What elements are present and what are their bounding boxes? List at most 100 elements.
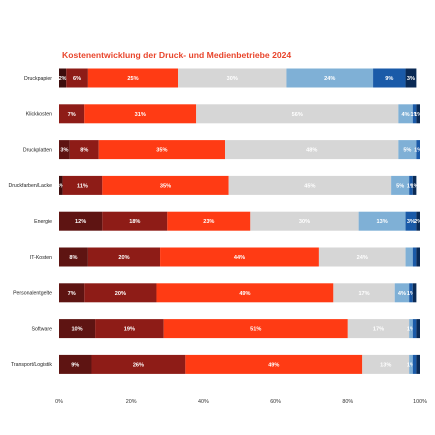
category-label: Druckplatten — [23, 147, 52, 153]
bar-segment — [102, 211, 168, 231]
data-label: 49% — [239, 291, 250, 297]
bar-segment — [156, 283, 334, 303]
data-label: 4% — [402, 112, 410, 118]
data-label: 1% — [407, 291, 415, 297]
data-label: 10% — [71, 327, 82, 333]
bar-segment — [59, 247, 88, 267]
bar-segment — [398, 104, 413, 124]
bar-segment — [409, 354, 413, 374]
data-label: 24% — [324, 76, 335, 82]
bar-segment — [228, 175, 392, 195]
bar-segment — [59, 319, 96, 339]
bar-segment — [59, 68, 67, 88]
category-label: Personalentgelte — [13, 291, 52, 297]
bar-segment — [398, 140, 417, 160]
data-label: 3% — [60, 148, 68, 154]
bar-segment — [318, 247, 406, 267]
data-label: 1% — [407, 327, 415, 333]
bar-segment — [163, 319, 348, 339]
category-label: Druckpapier — [24, 76, 52, 82]
data-label: 20% — [115, 291, 126, 297]
bar-segment — [412, 247, 417, 267]
bar-segment — [416, 319, 420, 339]
data-label: 1% — [411, 183, 419, 189]
data-label: 11% — [77, 183, 88, 189]
data-label: 45% — [304, 183, 315, 189]
bar-segment — [416, 140, 420, 160]
data-label: 5% — [396, 183, 404, 189]
bar-segment — [409, 283, 413, 303]
bar-segment — [333, 283, 395, 303]
bar-segment — [59, 104, 85, 124]
bar-segment — [178, 68, 287, 88]
bar-segment — [286, 68, 374, 88]
bar-segment — [160, 247, 319, 267]
data-label: 19% — [124, 327, 135, 333]
bar-segment — [347, 319, 410, 339]
data-label: 20% — [118, 255, 129, 261]
bar-segment — [358, 211, 406, 231]
bar-segment — [84, 283, 157, 303]
bar-segment — [409, 175, 413, 195]
bar-segment — [405, 68, 417, 88]
data-label: 5% — [403, 148, 411, 154]
data-label: 18% — [129, 219, 140, 225]
bar-segment — [167, 211, 251, 231]
data-label: 13% — [376, 219, 387, 225]
bar-segment — [391, 175, 410, 195]
data-label: 26% — [133, 362, 144, 368]
data-label: 1% — [414, 112, 422, 118]
data-label: 4% — [398, 291, 406, 297]
x-tick-label: 80% — [342, 399, 353, 405]
x-tick-label: 0% — [55, 399, 63, 405]
data-label: 31% — [135, 112, 146, 118]
data-label: 49% — [268, 362, 279, 368]
bar-segment — [59, 283, 85, 303]
bar-segment — [59, 211, 103, 231]
data-label: 12% — [75, 219, 86, 225]
bar-segment — [373, 68, 406, 88]
data-label: 3% — [57, 183, 65, 189]
category-label: Klickkosten — [26, 112, 52, 118]
bar-segment — [409, 319, 413, 339]
bar-segment — [250, 211, 359, 231]
data-label: 48% — [306, 148, 317, 154]
bar-segment — [87, 247, 161, 267]
data-label: 56% — [292, 112, 303, 118]
category-label: Druckfarben/Lacke — [8, 183, 52, 189]
data-label: 3% — [407, 76, 415, 82]
bar-segment — [91, 354, 186, 374]
data-label: 35% — [160, 183, 171, 189]
bar-segment — [412, 354, 417, 374]
bar-segment — [405, 247, 413, 267]
data-label: 9% — [385, 76, 393, 82]
chart-title: Kostenentwicklung der Druck- und Medienb… — [62, 50, 292, 60]
data-label: 6% — [73, 76, 81, 82]
bar-segment — [185, 354, 363, 374]
data-label: 25% — [127, 76, 138, 82]
bar-segment — [405, 211, 417, 231]
bar-segment — [59, 175, 63, 195]
data-label: 17% — [373, 327, 384, 333]
bar-segment — [95, 319, 164, 339]
data-label: 30% — [299, 219, 310, 225]
category-label: Transport/Logistik — [11, 362, 52, 368]
data-label: 13% — [380, 362, 391, 368]
data-label: 1% — [411, 112, 419, 118]
bar-segment — [416, 354, 420, 374]
bar-segment — [102, 175, 229, 195]
data-label: 7% — [68, 291, 76, 297]
bar-segment — [416, 247, 420, 267]
bar-segment — [416, 211, 420, 231]
x-tick-label: 40% — [198, 399, 209, 405]
category-label: IT-Kosten — [30, 255, 52, 261]
data-label: 8% — [80, 148, 88, 154]
data-label: 7% — [68, 112, 76, 118]
data-label: 51% — [250, 327, 261, 333]
bar-segment — [62, 175, 103, 195]
data-label: 8% — [69, 255, 77, 261]
bar-segment — [98, 140, 226, 160]
data-label: 2% — [414, 219, 422, 225]
bar-segment — [225, 140, 399, 160]
